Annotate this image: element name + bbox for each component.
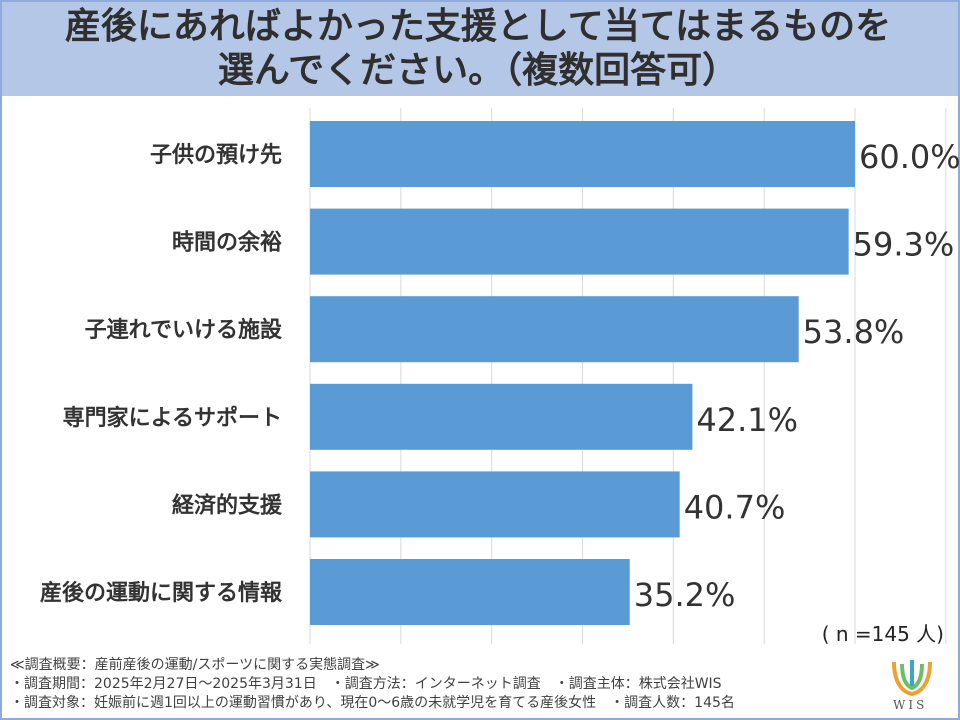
category-label-0: 子供の預け先 bbox=[150, 142, 282, 168]
bar-5 bbox=[310, 559, 630, 625]
value-label-5: 35.2% bbox=[634, 576, 736, 614]
bar-3 bbox=[310, 383, 693, 450]
bar-0 bbox=[310, 121, 855, 187]
value-label-4: 40.7% bbox=[684, 488, 786, 526]
logo-text: WIS bbox=[893, 698, 928, 712]
category-label-2: 子連れでいける施設 bbox=[85, 317, 283, 343]
category-label-4: 経済的支援 bbox=[172, 492, 283, 518]
value-label-0: 60.0% bbox=[859, 138, 960, 176]
sample-size-note: ( n =145 人) bbox=[821, 622, 944, 646]
value-label-1: 59.3% bbox=[853, 226, 955, 264]
survey-note-line3: ・調査対象：妊娠前に週1回以上の運動習慣があり、現在0〜6歳の未就学児を育てる産… bbox=[10, 695, 735, 711]
title-band bbox=[2, 2, 958, 96]
bar-4 bbox=[310, 471, 680, 538]
bar-2 bbox=[310, 296, 799, 363]
chart-title-line2: 選んでください。（複数回答可） bbox=[217, 50, 739, 91]
bar-chart: 子供の預け先 60.0% 時間の余裕 59.3% 子連れでいける施設 53.8% 専門家によ… bbox=[40, 108, 960, 644]
bar-1 bbox=[310, 208, 849, 275]
category-label-3: 専門家によるサポート bbox=[63, 405, 282, 431]
plot-area: 子供の預け先 60.0% 時間の余裕 59.3% 子連れでいける施設 53.8% 専門家によ… bbox=[0, 96, 960, 656]
survey-note-line1: ≪調査概要：産前産後の運動/スポーツに関する実態調査≫ bbox=[10, 657, 380, 673]
category-label-1: 時間の余裕 bbox=[172, 230, 282, 256]
survey-note-line2: ・調査期間：2025年2月27日〜2025年3月31日 ・調査方法：インターネッ… bbox=[10, 676, 722, 692]
survey-notes: ≪調査概要：産前産後の運動/スポーツに関する実態調査≫ ・調査期間：2025年2月… bbox=[10, 656, 735, 713]
wis-logo-icon bbox=[892, 660, 932, 697]
category-label-5: 産後の運動に関する情報 bbox=[40, 580, 283, 606]
value-label-2: 53.8% bbox=[803, 313, 905, 351]
value-label-3: 42.1% bbox=[696, 401, 798, 439]
chart-title-line1: 産後にあればよかった支援として当てはまるものを bbox=[64, 6, 892, 47]
